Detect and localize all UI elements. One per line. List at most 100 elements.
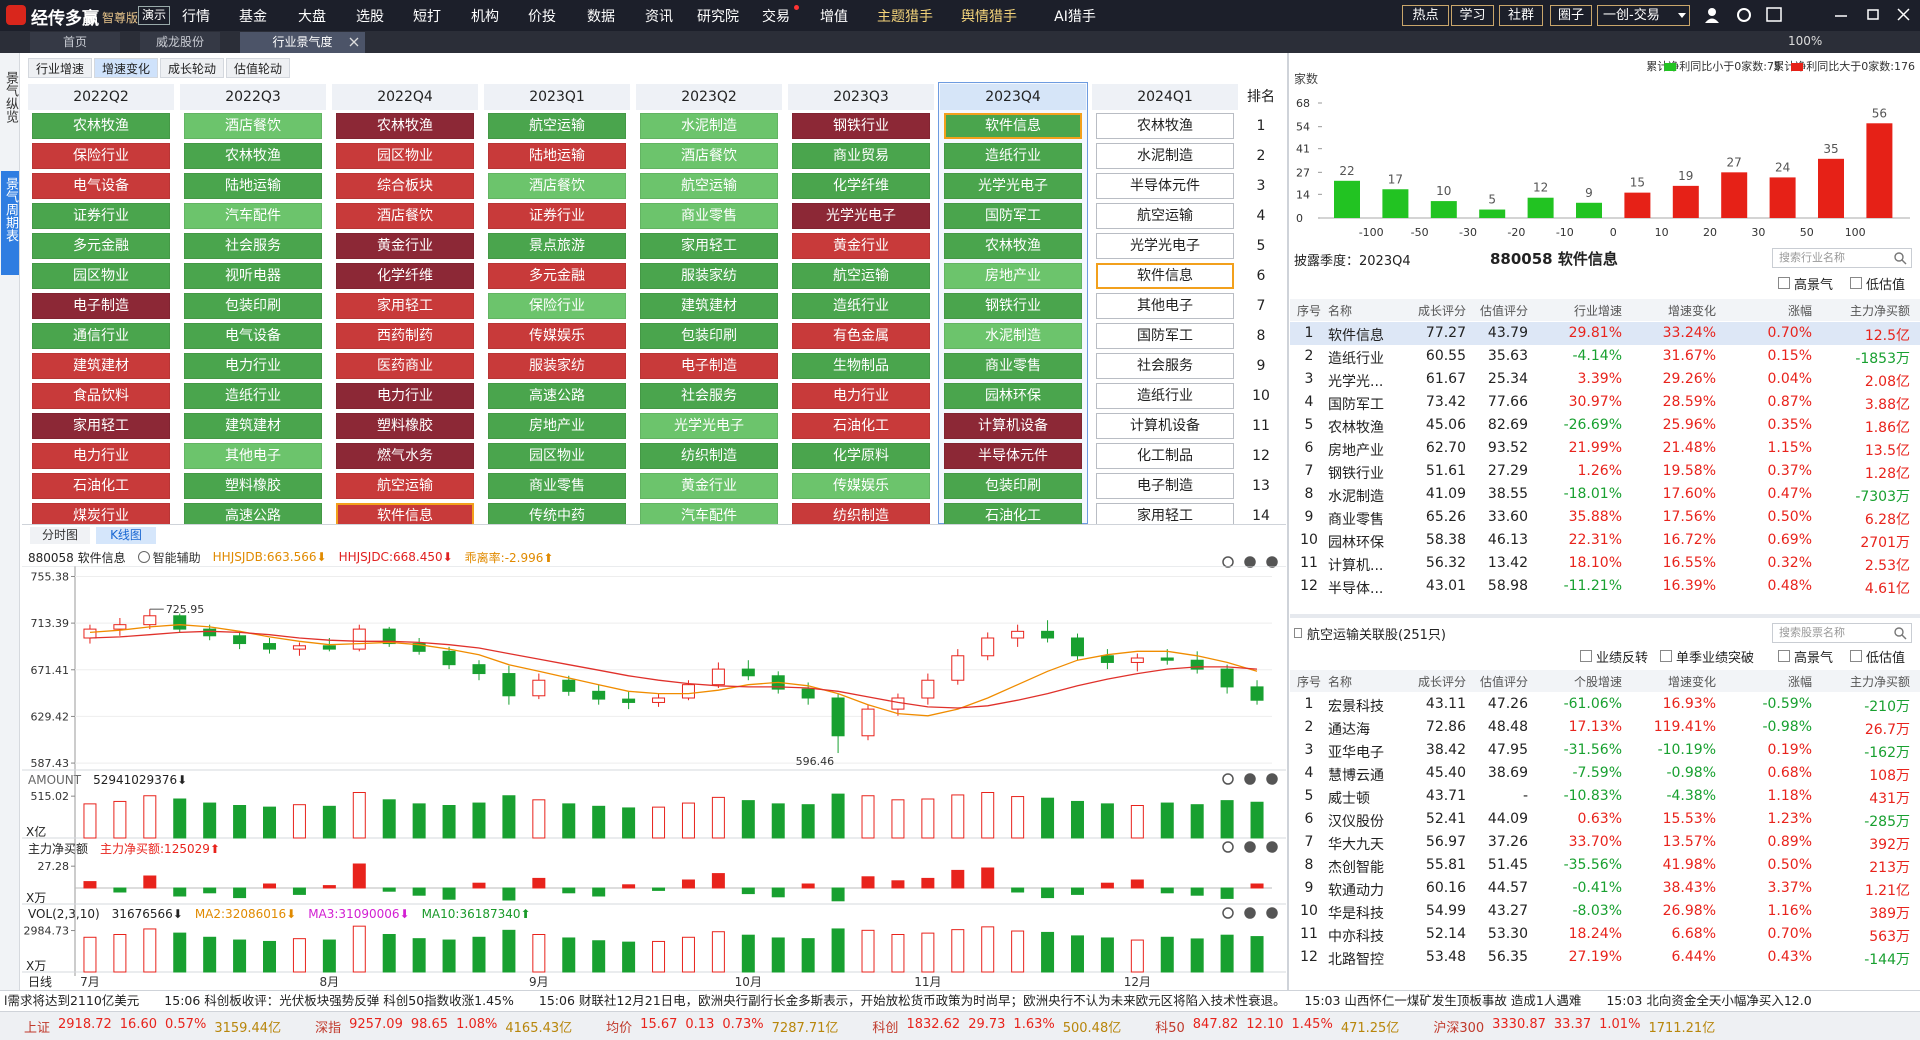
menu-item[interactable]: 研究院 — [697, 9, 739, 25]
checkbox[interactable] — [1778, 650, 1790, 662]
industry-cell[interactable]: 汽车配件 — [184, 203, 322, 229]
industry-cell[interactable]: 家用轻工 — [32, 413, 170, 439]
industry-cell[interactable]: 石油化工 — [944, 503, 1082, 524]
industry-cell[interactable]: 造纸行业 — [184, 383, 322, 409]
industry-cell[interactable]: 电力行业 — [336, 383, 474, 409]
industry-cell[interactable]: 航空运输 — [1096, 203, 1234, 229]
industry-cell[interactable]: 造纸行业 — [792, 293, 930, 319]
industry-cell[interactable]: 通信行业 — [32, 323, 170, 349]
industry-cell[interactable]: 园林环保 — [944, 383, 1082, 409]
sub-tab[interactable]: 估值轮动 — [226, 58, 290, 78]
industry-cell[interactable]: 燃气水务 — [336, 443, 474, 469]
industry-cell[interactable]: 社会服务 — [184, 233, 322, 259]
industry-cell[interactable]: 电气设备 — [184, 323, 322, 349]
industry-cell[interactable]: 电子制造 — [640, 353, 778, 379]
industry-cell[interactable]: 高速公路 — [488, 383, 626, 409]
industry-cell[interactable]: 包装印刷 — [184, 293, 322, 319]
side-tab[interactable]: 景气纵览 — [3, 71, 18, 123]
quarter-header[interactable]: 2023Q2 — [636, 84, 782, 110]
industry-cell[interactable]: 酒店餐饮 — [336, 203, 474, 229]
industry-cell[interactable]: 计算机设备 — [1096, 413, 1234, 439]
industry-cell[interactable]: 水泥制造 — [640, 113, 778, 139]
industry-cell[interactable]: 服装家纺 — [488, 353, 626, 379]
index-item[interactable]: 均价 15.67 0.13 0.73% 7287.71亿 — [606, 1017, 838, 1036]
kline-tab[interactable]: K线图 — [96, 527, 156, 544]
industry-cell[interactable]: 酒店餐饮 — [184, 113, 322, 139]
menu-box[interactable]: 学习 — [1451, 5, 1494, 26]
industry-cell[interactable]: 商业零售 — [640, 203, 778, 229]
industry-cell[interactable]: 软件信息 — [1096, 263, 1234, 289]
tab[interactable]: 威龙股份 — [140, 32, 220, 53]
industry-cell[interactable]: 半导体元件 — [1096, 173, 1234, 199]
industry-cell[interactable]: 水泥制造 — [1096, 143, 1234, 169]
industry-cell[interactable]: 陆地运输 — [184, 173, 322, 199]
industry-cell[interactable]: 计算机设备 — [944, 413, 1082, 439]
quarter-header[interactable]: 2023Q1 — [484, 84, 630, 110]
industry-cell[interactable]: 传媒娱乐 — [488, 323, 626, 349]
column-header[interactable]: 名称 — [1328, 304, 1353, 318]
demo-badge[interactable]: 演示 — [138, 6, 171, 25]
quarter-header[interactable]: 2022Q3 — [180, 84, 326, 110]
industry-cell[interactable]: 视听电器 — [184, 263, 322, 289]
industry-cell[interactable]: 家用轻工 — [640, 233, 778, 259]
quarter-header[interactable]: 2022Q4 — [332, 84, 478, 110]
industry-cell[interactable]: 有色金属 — [792, 323, 930, 349]
column-header[interactable]: 个股增速 — [1573, 675, 1622, 689]
quarter-header[interactable]: 2023Q3 — [788, 84, 934, 110]
industry-cell[interactable]: 园区物业 — [336, 143, 474, 169]
tab[interactable]: 行业景气度 — [240, 32, 365, 53]
industry-cell[interactable]: 服装家纺 — [640, 263, 778, 289]
industry-cell[interactable]: 保险行业 — [32, 143, 170, 169]
industry-cell[interactable]: 光学光电子 — [944, 173, 1082, 199]
table-row[interactable] — [1290, 322, 1920, 345]
column-header[interactable]: 成长评分 — [1418, 675, 1467, 689]
industry-cell[interactable]: 证券行业 — [488, 203, 626, 229]
industry-cell[interactable]: 医药商业 — [336, 353, 474, 379]
industry-cell[interactable]: 化学纤维 — [792, 173, 930, 199]
industry-cell[interactable]: 电力行业 — [32, 443, 170, 469]
industry-cell[interactable]: 光学光电子 — [640, 413, 778, 439]
menu-item[interactable]: 价投 — [528, 9, 556, 25]
menu-item[interactable]: 数据 — [587, 9, 615, 25]
industry-cell[interactable]: 航空运输 — [336, 473, 474, 499]
industry-cell[interactable]: 陆地运输 — [488, 143, 626, 169]
industry-cell[interactable]: 化学纤维 — [336, 263, 474, 289]
index-item[interactable]: 深指 9257.09 98.65 1.08% 4165.43亿 — [315, 1017, 572, 1036]
industry-cell[interactable]: 光学光电子 — [1096, 233, 1234, 259]
industry-cell[interactable]: 农林牧渔 — [32, 113, 170, 139]
sub-tab[interactable]: 增速变化 — [94, 58, 158, 78]
industry-cell[interactable]: 煤炭行业 — [32, 503, 170, 524]
menu-box[interactable]: 社群 — [1499, 5, 1543, 26]
industry-cell[interactable]: 软件信息 — [336, 503, 474, 524]
industry-cell[interactable]: 传统中药 — [488, 503, 626, 524]
industry-cell[interactable]: 农林牧渔 — [944, 233, 1082, 259]
index-item[interactable]: 科50 847.82 12.10 1.45% 471.25亿 — [1155, 1017, 1399, 1036]
industry-cell[interactable]: 石油化工 — [792, 413, 930, 439]
industry-cell[interactable]: 航空运输 — [792, 263, 930, 289]
industry-cell[interactable]: 航空运输 — [640, 173, 778, 199]
menu-box[interactable]: 热点 — [1402, 5, 1449, 26]
search-box[interactable]: 搜索股票名称 — [1772, 623, 1912, 643]
industry-cell[interactable]: 电子制造 — [32, 293, 170, 319]
industry-cell[interactable]: 商业贸易 — [792, 143, 930, 169]
menu-item[interactable]: 主题猎手 — [877, 9, 933, 25]
industry-cell[interactable]: 商业零售 — [488, 473, 626, 499]
industry-cell[interactable]: 综合板块 — [336, 173, 474, 199]
checkbox[interactable] — [1850, 277, 1862, 289]
industry-cell[interactable]: 农林牧渔 — [336, 113, 474, 139]
index-item[interactable]: 沪深300 3330.87 33.37 1.01% 1711.21亿 — [1433, 1017, 1715, 1036]
industry-cell[interactable]: 造纸行业 — [944, 143, 1082, 169]
column-header[interactable]: 主力净买额 — [1849, 304, 1910, 318]
industry-cell[interactable]: 光学光电子 — [792, 203, 930, 229]
industry-cell[interactable]: 酒店餐饮 — [488, 173, 626, 199]
industry-cell[interactable]: 建筑建材 — [640, 293, 778, 319]
column-header[interactable]: 行业增速 — [1573, 304, 1622, 318]
column-header[interactable]: 增速变化 — [1667, 675, 1716, 689]
column-header[interactable]: 增速变化 — [1667, 304, 1716, 318]
search-box[interactable]: 搜索行业名称 — [1772, 248, 1912, 268]
industry-cell[interactable]: 多元金融 — [32, 233, 170, 259]
menu-box[interactable]: 一创-交易 — [1597, 5, 1690, 26]
industry-cell[interactable]: 黄金行业 — [640, 473, 778, 499]
checkbox[interactable] — [1660, 650, 1672, 662]
industry-cell[interactable]: 商业零售 — [944, 353, 1082, 379]
